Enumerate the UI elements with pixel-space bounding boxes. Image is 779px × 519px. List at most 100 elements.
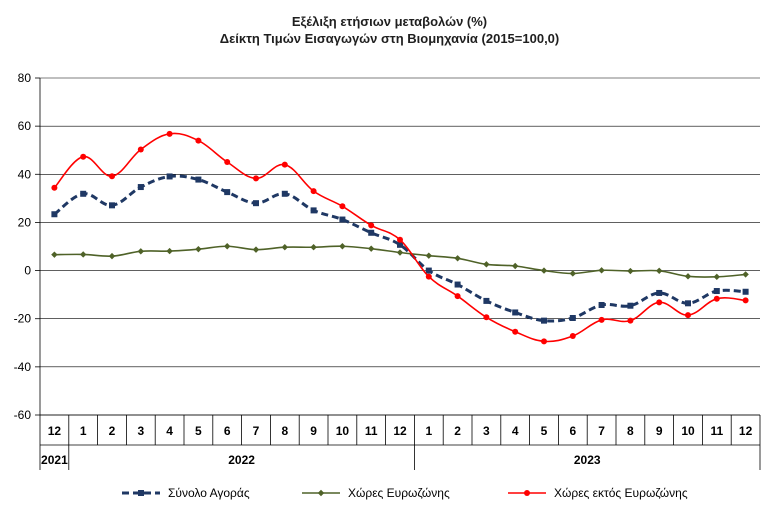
data-point bbox=[109, 202, 115, 209]
data-point bbox=[656, 299, 663, 306]
data-point bbox=[512, 328, 519, 335]
x-tick-label: 6 bbox=[569, 424, 576, 438]
data-point bbox=[195, 137, 202, 144]
data-point bbox=[368, 229, 375, 236]
legend-item: Χώρες Ευρωζώνης bbox=[300, 484, 450, 502]
x-tick-label: 7 bbox=[598, 424, 605, 438]
data-point bbox=[51, 211, 58, 218]
data-point bbox=[137, 248, 144, 255]
data-point bbox=[339, 243, 346, 250]
data-point bbox=[252, 246, 260, 253]
data-point bbox=[713, 288, 720, 295]
x-tick-label: 1 bbox=[425, 424, 432, 438]
year-label: 2021 bbox=[41, 453, 68, 467]
data-point bbox=[598, 267, 605, 274]
data-point bbox=[253, 175, 259, 182]
legend-swatch bbox=[302, 489, 340, 497]
data-point bbox=[512, 309, 519, 316]
data-point bbox=[742, 297, 749, 304]
x-tick-label: 5 bbox=[541, 424, 548, 438]
data-point bbox=[627, 317, 634, 324]
chart-subtitle: Δείκτη Τιμών Εισαγωγών στη Βιομηχανία (2… bbox=[219, 31, 560, 46]
data-point bbox=[656, 289, 663, 296]
data-point bbox=[598, 316, 605, 323]
legend-item: Σύνολο Αγοράς bbox=[120, 484, 250, 502]
chart-title: Εξέλιξη ετήσιων μεταβολών (%) bbox=[291, 14, 488, 29]
data-point bbox=[742, 271, 749, 278]
x-tick-label: 8 bbox=[627, 424, 634, 438]
x-tick-label: 5 bbox=[195, 424, 202, 438]
data-point bbox=[224, 189, 231, 196]
data-point bbox=[483, 261, 490, 268]
legend-item: Χώρες εκτός Ευρωζώνης bbox=[506, 484, 688, 502]
data-point bbox=[483, 314, 490, 321]
x-tick-label: 1 bbox=[80, 424, 87, 438]
data-point bbox=[51, 184, 58, 191]
data-point bbox=[339, 203, 346, 210]
data-point bbox=[454, 293, 461, 300]
y-tick-label: 0 bbox=[24, 264, 31, 278]
data-point bbox=[569, 333, 576, 340]
data-point bbox=[512, 262, 519, 270]
data-point bbox=[454, 281, 461, 288]
data-point bbox=[541, 317, 547, 324]
chart-legend: Σύνολο Αγοράς Χώρες Ευρωζώνης Χώρες εκτός … bbox=[0, 484, 779, 502]
x-tick-label: 2 bbox=[109, 424, 116, 438]
legend-swatch bbox=[508, 490, 546, 496]
data-point bbox=[137, 184, 144, 191]
data-point bbox=[253, 200, 259, 207]
data-point bbox=[425, 252, 432, 259]
x-tick-label: 12 bbox=[48, 424, 62, 438]
data-point bbox=[425, 267, 432, 274]
x-tick-label: 3 bbox=[483, 424, 490, 438]
data-point bbox=[396, 249, 404, 256]
data-point bbox=[166, 173, 173, 180]
data-point bbox=[281, 244, 288, 251]
data-point bbox=[224, 243, 231, 250]
x-tick-label: 4 bbox=[166, 424, 173, 438]
data-point bbox=[80, 153, 87, 160]
data-point bbox=[195, 245, 202, 253]
data-point bbox=[713, 295, 720, 302]
data-point bbox=[80, 251, 87, 258]
y-tick-label: 80 bbox=[18, 71, 32, 85]
data-point bbox=[51, 251, 58, 258]
data-point bbox=[656, 267, 663, 275]
x-tick-label: 10 bbox=[336, 424, 350, 438]
x-tick-label: 9 bbox=[656, 424, 663, 438]
data-point bbox=[397, 241, 403, 248]
x-tick-label: 10 bbox=[681, 424, 695, 438]
x-tick-label: 11 bbox=[710, 424, 723, 438]
x-tick-label: 2 bbox=[454, 424, 461, 438]
y-tick-label: -40 bbox=[14, 360, 32, 374]
data-point bbox=[742, 288, 749, 295]
data-point bbox=[685, 312, 691, 319]
data-point bbox=[281, 161, 288, 168]
data-point bbox=[454, 255, 461, 262]
data-point bbox=[310, 207, 317, 214]
x-tick-label: 3 bbox=[137, 424, 144, 438]
x-tick-label: 4 bbox=[512, 424, 519, 438]
data-point bbox=[368, 222, 375, 229]
data-point bbox=[310, 244, 317, 251]
data-point bbox=[569, 314, 576, 321]
data-point bbox=[339, 216, 346, 223]
legend-label: Χώρες Ευρωζώνης bbox=[348, 486, 450, 500]
data-point bbox=[80, 190, 87, 197]
data-point bbox=[281, 190, 288, 197]
year-label: 2022 bbox=[228, 453, 255, 467]
y-tick-label: 40 bbox=[18, 167, 32, 181]
data-point bbox=[108, 252, 116, 260]
data-point bbox=[684, 273, 692, 280]
data-point bbox=[685, 300, 691, 307]
data-point bbox=[627, 267, 634, 275]
data-point bbox=[137, 146, 144, 153]
data-point bbox=[541, 338, 547, 345]
data-point bbox=[166, 247, 173, 255]
x-tick-label: 7 bbox=[253, 424, 260, 438]
data-point bbox=[598, 301, 605, 308]
series-line bbox=[53, 174, 746, 323]
data-point bbox=[713, 273, 720, 281]
